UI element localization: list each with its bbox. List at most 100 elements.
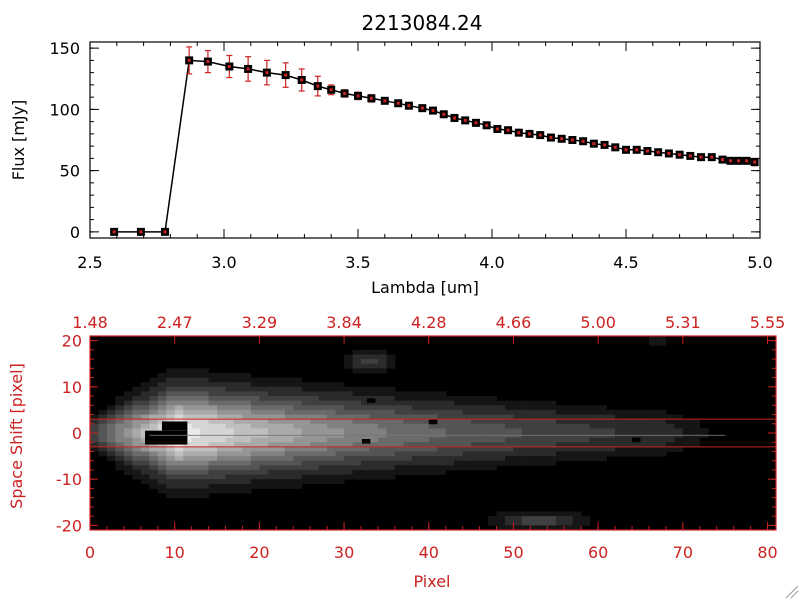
- heatmap-cell: [581, 419, 591, 425]
- spectrum-point-center: [592, 142, 596, 146]
- heatmap-cell: [538, 414, 548, 420]
- heatmap-cell: [471, 400, 480, 406]
- heatmap-cell: [191, 479, 201, 485]
- heatmap-cell: [555, 437, 565, 443]
- heatmap-cell: [361, 442, 370, 448]
- heatmap-cell: [259, 428, 269, 434]
- spectrum-point-center: [517, 131, 521, 135]
- heatmap-cell: [479, 400, 489, 406]
- heatmap-cell: [488, 419, 497, 425]
- heatmap-cell: [318, 409, 328, 415]
- heatmap-cell: [411, 465, 421, 471]
- heatmap-cell: [106, 428, 116, 434]
- heatmap-top-tick-label: 5.55: [750, 313, 786, 332]
- heatmap-cell: [454, 465, 464, 471]
- heatmap-cell: [123, 437, 133, 443]
- spectrum-point-center: [485, 123, 489, 127]
- heatmap-cell: [606, 451, 616, 457]
- heatmap-cell: [250, 479, 260, 485]
- heatmap-cell: [665, 423, 675, 429]
- heatmap-top-tick-label: 4.28: [411, 313, 447, 332]
- heatmap-cell: [276, 437, 286, 443]
- heatmap-cell: [225, 460, 235, 466]
- heatmap-cell: [293, 396, 303, 402]
- heatmap-cell: [284, 419, 294, 425]
- heatmap-cell: [428, 456, 438, 462]
- heatmap-cell: [106, 433, 116, 439]
- heatmap-cell: [504, 460, 514, 466]
- heatmap-cell: [183, 396, 193, 402]
- heatmap-cell: [174, 456, 184, 462]
- heatmap-cell: [318, 400, 328, 406]
- heatmap-cell: [276, 386, 286, 392]
- heatmap-cell: [208, 469, 218, 475]
- heatmap-cell: [361, 446, 370, 452]
- heatmap-cell: [471, 456, 480, 462]
- heatmap-cell: [420, 405, 430, 411]
- heatmap-cell: [420, 400, 430, 406]
- heatmap-cell: [98, 433, 108, 439]
- heatmap-cell: [327, 423, 337, 429]
- heatmap-cell: [310, 479, 320, 485]
- heatmap-cell: [411, 437, 421, 443]
- heatmap-cell: [471, 414, 480, 420]
- heatmap-cell: [513, 511, 523, 517]
- heatmap-cell: [496, 437, 506, 443]
- heatmap-cell: [149, 382, 159, 388]
- heatmap-cell: [530, 428, 540, 434]
- heatmap-cell: [513, 400, 523, 406]
- heatmap-cell: [369, 386, 379, 392]
- spectrum-point-center: [710, 155, 714, 159]
- heatmap-cell: [132, 386, 142, 392]
- heatmap-cell: [606, 446, 616, 452]
- heatmap-cell: [233, 400, 243, 406]
- spectrum-point-center: [699, 155, 703, 159]
- resize-grip-icon[interactable]: [785, 585, 799, 599]
- heatmap-cell: [174, 414, 184, 420]
- heatmap-top-tick-label: 3.84: [326, 313, 362, 332]
- heatmap-cell: [538, 400, 548, 406]
- spectrum-point-center: [396, 101, 400, 105]
- heatmap-cell: [149, 474, 159, 480]
- heatmap-cell: [623, 446, 633, 452]
- spectrum-point-center: [369, 96, 373, 100]
- heatmap-cell: [166, 488, 176, 494]
- heatmap-cell: [352, 428, 362, 434]
- heatmap-cell: [259, 414, 269, 420]
- spectrum-y-tick-label: 0: [70, 223, 80, 242]
- heatmap-cell: [132, 433, 142, 439]
- heatmap-cell: [377, 409, 387, 415]
- heatmap-cell: [284, 437, 294, 443]
- heatmap-cell: [293, 483, 303, 489]
- heatmap-cell: [437, 451, 447, 457]
- heatmap-cell: [149, 446, 159, 452]
- heatmap-cell: [538, 520, 548, 526]
- heatmap-cell: [310, 446, 320, 452]
- heatmap-cell: [318, 414, 328, 420]
- heatmap-cell: [208, 451, 218, 457]
- heatmap-cell: [191, 488, 201, 494]
- heatmap-cell: [183, 423, 193, 429]
- heatmap-cell: [157, 460, 167, 466]
- spectrum-point-center: [528, 132, 532, 136]
- heatmap-cell: [386, 451, 396, 457]
- heatmap-cell: [420, 423, 430, 429]
- heatmap-cell: [310, 474, 320, 480]
- heatmap-cell: [327, 428, 337, 434]
- spectrum-title: 2213084.24: [362, 11, 483, 35]
- heatmap-cell: [513, 520, 523, 526]
- heatmap-cell: [598, 405, 608, 411]
- heatmap-cell: [267, 442, 277, 448]
- heatmap-cell: [174, 479, 184, 485]
- heatmap-cell: [200, 405, 209, 411]
- heatmap-cell: [437, 423, 447, 429]
- heatmap-cell: [327, 382, 337, 388]
- heatmap-cell: [301, 409, 311, 415]
- heatmap-cell: [488, 516, 497, 522]
- heatmap-cell: [242, 469, 252, 475]
- spatial-image-chart: 0 10 20 30 40 50 60 70 80 -20 -10 0 10 20 1.48 2.47 3.…: [7, 313, 785, 591]
- heatmap-cell: [564, 516, 574, 522]
- heatmap-cell: [208, 414, 218, 420]
- heatmap-cell: [615, 437, 624, 443]
- heatmap-cell: [437, 442, 447, 448]
